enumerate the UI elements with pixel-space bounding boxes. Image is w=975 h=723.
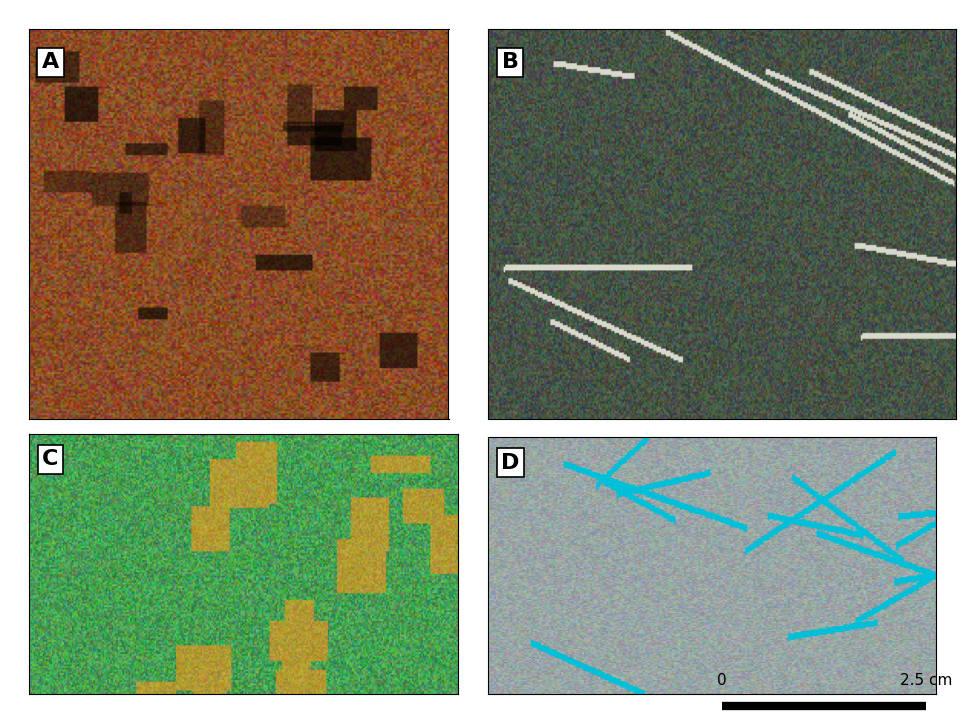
- Text: 0: 0: [717, 672, 726, 688]
- Text: 2.5 cm: 2.5 cm: [900, 672, 953, 688]
- Text: C: C: [42, 450, 58, 469]
- Text: B: B: [501, 52, 519, 72]
- Text: D: D: [501, 453, 520, 473]
- Text: A: A: [42, 52, 59, 72]
